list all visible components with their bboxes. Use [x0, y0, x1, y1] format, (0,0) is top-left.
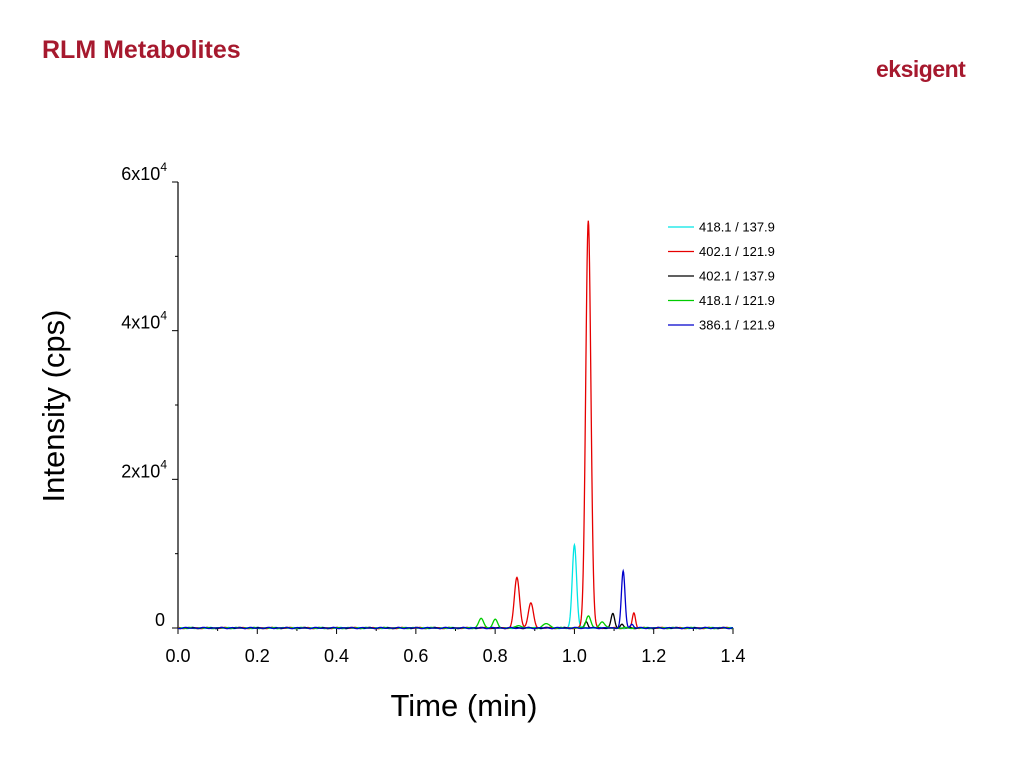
x-axis-title: Time (min) — [391, 688, 538, 723]
axes: 0.0 0.2 0.4 0.6 0.8 1.0 1.2 1.4 0 2x104 4x104 6x104 — [121, 160, 745, 666]
x-tick-label: 1.0 — [562, 646, 587, 666]
trace-line — [177, 615, 734, 630]
trace-line — [177, 220, 734, 630]
legend-label: 418.1 / 121.9 — [699, 293, 775, 308]
legend-label: 386.1 / 121.9 — [699, 318, 775, 333]
x-tick-label: 1.2 — [641, 646, 666, 666]
traces — [177, 220, 734, 630]
slide-title: RLM Metabolites — [42, 36, 241, 64]
y-tick-label: 6x104 — [121, 160, 167, 184]
legend-label: 402.1 / 121.9 — [699, 244, 775, 259]
trace-line — [177, 612, 734, 630]
y-tick-label: 4x104 — [121, 309, 167, 333]
legend-label: 418.1 / 137.9 — [699, 220, 775, 235]
x-tick-label: 0.4 — [324, 646, 349, 666]
x-tick-label: 0.2 — [245, 646, 270, 666]
trace-line — [177, 568, 734, 630]
trace-line — [177, 542, 734, 630]
x-tick-label: 1.4 — [720, 646, 745, 666]
y-axis-title: Intensity (cps) — [36, 310, 71, 503]
legend: 418.1 / 137.9 402.1 / 121.9 402.1 / 137.9 4… — [668, 220, 775, 333]
y-tick-label: 2x104 — [121, 457, 167, 481]
x-tick-label: 0.0 — [165, 646, 190, 666]
x-tick-label: 0.6 — [403, 646, 428, 666]
y-tick-label: 0 — [155, 610, 165, 630]
legend-label: 402.1 / 137.9 — [699, 269, 775, 284]
eksigent-logo: eksigent — [876, 56, 966, 82]
x-tick-label: 0.8 — [483, 646, 508, 666]
